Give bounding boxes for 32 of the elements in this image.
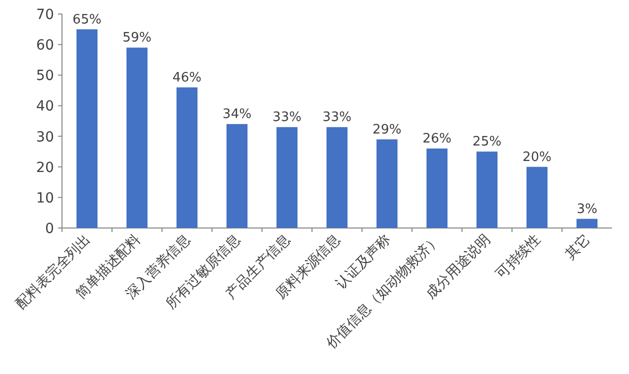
x-tick-label: 其它 — [562, 232, 594, 263]
bar — [126, 48, 148, 228]
bar — [176, 87, 198, 228]
bar — [426, 148, 448, 228]
y-tick-label: 10 — [36, 190, 54, 206]
data-label: 20% — [522, 150, 552, 165]
data-label: 34% — [222, 107, 252, 122]
y-tick-label: 70 — [36, 7, 54, 23]
data-label: 3% — [576, 202, 598, 217]
y-tick-label: 20 — [36, 160, 54, 176]
data-label: 59% — [122, 30, 152, 46]
y-tick-label: 30 — [36, 129, 54, 146]
bar — [376, 139, 398, 228]
data-label: 25% — [472, 134, 502, 150]
data-label: 29% — [372, 122, 402, 138]
x-tick-label: 可持续性 — [492, 232, 544, 282]
y-tick-label: 40 — [36, 98, 54, 115]
data-label: 26% — [422, 132, 452, 147]
bar — [76, 29, 98, 228]
bar — [576, 218, 598, 228]
y-tick-label: 50 — [36, 68, 54, 84]
y-tick-label: 60 — [36, 38, 54, 54]
bar — [526, 166, 548, 228]
bar — [276, 127, 298, 228]
data-label: 65% — [72, 12, 102, 28]
data-label: 46% — [172, 70, 202, 86]
bar — [226, 124, 248, 228]
y-tick-label: 0 — [45, 221, 54, 237]
data-label: 33% — [272, 110, 302, 126]
bar — [476, 152, 498, 228]
data-label: 33% — [322, 110, 352, 126]
bar — [326, 127, 348, 228]
